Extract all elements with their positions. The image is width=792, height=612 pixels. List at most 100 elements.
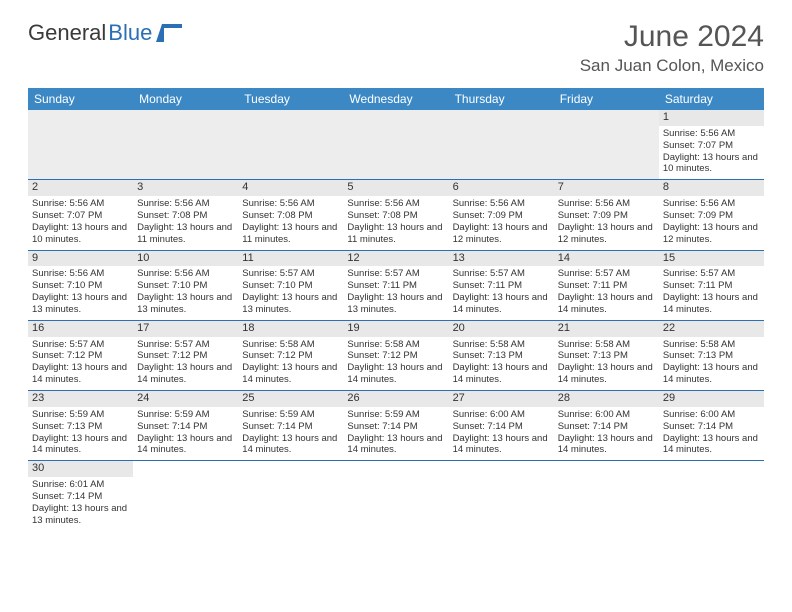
daylight-text: Daylight: 13 hours and 14 minutes. — [558, 292, 655, 316]
day-cell: 5Sunrise: 5:56 AMSunset: 7:08 PMDaylight… — [343, 180, 448, 250]
day-cell: 14Sunrise: 5:57 AMSunset: 7:11 PMDayligh… — [554, 250, 659, 320]
sunrise-text: Sunrise: 5:59 AM — [32, 409, 129, 421]
day-number: 24 — [133, 391, 238, 407]
day-cell: 25Sunrise: 5:59 AMSunset: 7:14 PMDayligh… — [238, 391, 343, 461]
empty-cell — [554, 461, 659, 531]
day-number: 7 — [554, 180, 659, 196]
calendar-row: 16Sunrise: 5:57 AMSunset: 7:12 PMDayligh… — [28, 320, 764, 390]
day-cell: 20Sunrise: 5:58 AMSunset: 7:13 PMDayligh… — [449, 320, 554, 390]
empty-cell — [238, 110, 343, 180]
day-cell: 28 Sunrise: 6:00 AMSunset: 7:14 PMDayligh… — [554, 391, 659, 461]
day-number: 13 — [449, 251, 554, 267]
day-cell: 19Sunrise: 5:58 AMSunset: 7:12 PMDayligh… — [343, 320, 448, 390]
day-number: 21 — [554, 321, 659, 337]
sunset-text: Sunset: 7:11 PM — [558, 280, 655, 292]
sunset-text: Sunset: 7:13 PM — [32, 421, 129, 433]
day-cell: 7Sunrise: 5:56 AMSunset: 7:09 PMDaylight… — [554, 180, 659, 250]
daylight-text: Daylight: 13 hours and 13 minutes. — [242, 292, 339, 316]
daylight-text: Daylight: 13 hours and 14 minutes. — [347, 433, 444, 457]
day-cell: 26Sunrise: 5:59 AMSunset: 7:14 PMDayligh… — [343, 391, 448, 461]
day-cell: 1Sunrise: 5:56 AMSunset: 7:07 PMDaylight… — [659, 110, 764, 180]
day-number: 6 — [449, 180, 554, 196]
daylight-text: Daylight: 13 hours and 14 minutes. — [137, 362, 234, 386]
sunset-text: Sunset: 7:08 PM — [242, 210, 339, 222]
day-number: 28 — [554, 391, 659, 407]
daylight-text: Daylight: 13 hours and 13 minutes. — [137, 292, 234, 316]
day-number: 30 — [28, 461, 133, 477]
sunrise-text: Sunrise: 5:56 AM — [137, 268, 234, 280]
sunrise-text: Sunrise: 5:56 AM — [32, 268, 129, 280]
day-number: 14 — [554, 251, 659, 267]
empty-cell — [449, 110, 554, 180]
weekday-header-row: SundayMondayTuesdayWednesdayThursdayFrid… — [28, 88, 764, 110]
sunset-text: Sunset: 7:09 PM — [663, 210, 760, 222]
day-number: 11 — [238, 251, 343, 267]
day-cell: 4Sunrise: 5:56 AMSunset: 7:08 PMDaylight… — [238, 180, 343, 250]
daylight-text: Daylight: 13 hours and 14 minutes. — [137, 433, 234, 457]
day-cell: 22Sunrise: 5:58 AMSunset: 7:13 PMDayligh… — [659, 320, 764, 390]
logo: GeneralBlue — [28, 20, 182, 46]
sunrise-text: Sunrise: 6:00 AM — [663, 409, 760, 421]
sunset-text: Sunset: 7:11 PM — [347, 280, 444, 292]
empty-cell — [343, 110, 448, 180]
weekday-header: Saturday — [659, 88, 764, 110]
empty-cell — [238, 461, 343, 531]
sunrise-text: Sunrise: 5:57 AM — [137, 339, 234, 351]
sunrise-text: Sunrise: 5:57 AM — [347, 268, 444, 280]
daylight-text: Daylight: 13 hours and 12 minutes. — [453, 222, 550, 246]
empty-cell — [554, 110, 659, 180]
title-location: San Juan Colon, Mexico — [580, 56, 764, 76]
sunset-text: Sunset: 7:13 PM — [663, 350, 760, 362]
sunset-text: Sunset: 7:10 PM — [242, 280, 339, 292]
sunrise-text: Sunrise: 5:59 AM — [347, 409, 444, 421]
title-month: June 2024 — [580, 20, 764, 54]
sunset-text: Sunset: 7:14 PM — [558, 421, 655, 433]
day-number: 22 — [659, 321, 764, 337]
day-number: 8 — [659, 180, 764, 196]
sunrise-text: Sunrise: 5:58 AM — [347, 339, 444, 351]
sunrise-text: Sunrise: 5:58 AM — [558, 339, 655, 351]
day-number: 17 — [133, 321, 238, 337]
sunset-text: Sunset: 7:14 PM — [242, 421, 339, 433]
day-cell: 2Sunrise: 5:56 AMSunset: 7:07 PMDaylight… — [28, 180, 133, 250]
daylight-text: Daylight: 13 hours and 13 minutes. — [347, 292, 444, 316]
daylight-text: Daylight: 13 hours and 11 minutes. — [137, 222, 234, 246]
sunrise-text: Sunrise: 5:57 AM — [32, 339, 129, 351]
day-number: 20 — [449, 321, 554, 337]
day-cell: 18Sunrise: 5:58 AMSunset: 7:12 PMDayligh… — [238, 320, 343, 390]
sunset-text: Sunset: 7:07 PM — [32, 210, 129, 222]
daylight-text: Daylight: 13 hours and 14 minutes. — [242, 433, 339, 457]
sunrise-text: Sunrise: 5:56 AM — [347, 198, 444, 210]
sunrise-text: Sunrise: 5:59 AM — [242, 409, 339, 421]
day-number: 26 — [343, 391, 448, 407]
daylight-text: Daylight: 13 hours and 14 minutes. — [663, 362, 760, 386]
daylight-text: Daylight: 13 hours and 11 minutes. — [242, 222, 339, 246]
day-number: 29 — [659, 391, 764, 407]
daylight-text: Daylight: 13 hours and 12 minutes. — [558, 222, 655, 246]
day-cell: 3Sunrise: 5:56 AMSunset: 7:08 PMDaylight… — [133, 180, 238, 250]
sunset-text: Sunset: 7:14 PM — [32, 491, 129, 503]
day-cell: 11Sunrise: 5:57 AMSunset: 7:10 PMDayligh… — [238, 250, 343, 320]
day-cell: 15Sunrise: 5:57 AMSunset: 7:11 PMDayligh… — [659, 250, 764, 320]
day-cell: 24Sunrise: 5:59 AMSunset: 7:14 PMDayligh… — [133, 391, 238, 461]
day-number: 4 — [238, 180, 343, 196]
sunrise-text: Sunrise: 5:58 AM — [453, 339, 550, 351]
header: GeneralBlue June 2024 San Juan Colon, Me… — [28, 20, 764, 76]
weekday-header: Thursday — [449, 88, 554, 110]
sunrise-text: Sunrise: 6:00 AM — [558, 409, 655, 421]
sunset-text: Sunset: 7:08 PM — [347, 210, 444, 222]
daylight-text: Daylight: 13 hours and 14 minutes. — [32, 433, 129, 457]
day-cell: 6Sunrise: 5:56 AMSunset: 7:09 PMDaylight… — [449, 180, 554, 250]
daylight-text: Daylight: 13 hours and 14 minutes. — [558, 433, 655, 457]
day-cell: 27Sunrise: 6:00 AMSunset: 7:14 PMDayligh… — [449, 391, 554, 461]
sunset-text: Sunset: 7:07 PM — [663, 140, 760, 152]
day-number: 16 — [28, 321, 133, 337]
sunset-text: Sunset: 7:14 PM — [137, 421, 234, 433]
day-number: 18 — [238, 321, 343, 337]
daylight-text: Daylight: 13 hours and 14 minutes. — [663, 292, 760, 316]
sunset-text: Sunset: 7:13 PM — [558, 350, 655, 362]
day-number: 10 — [133, 251, 238, 267]
sunset-text: Sunset: 7:10 PM — [32, 280, 129, 292]
sunrise-text: Sunrise: 5:56 AM — [453, 198, 550, 210]
sunrise-text: Sunrise: 5:58 AM — [242, 339, 339, 351]
